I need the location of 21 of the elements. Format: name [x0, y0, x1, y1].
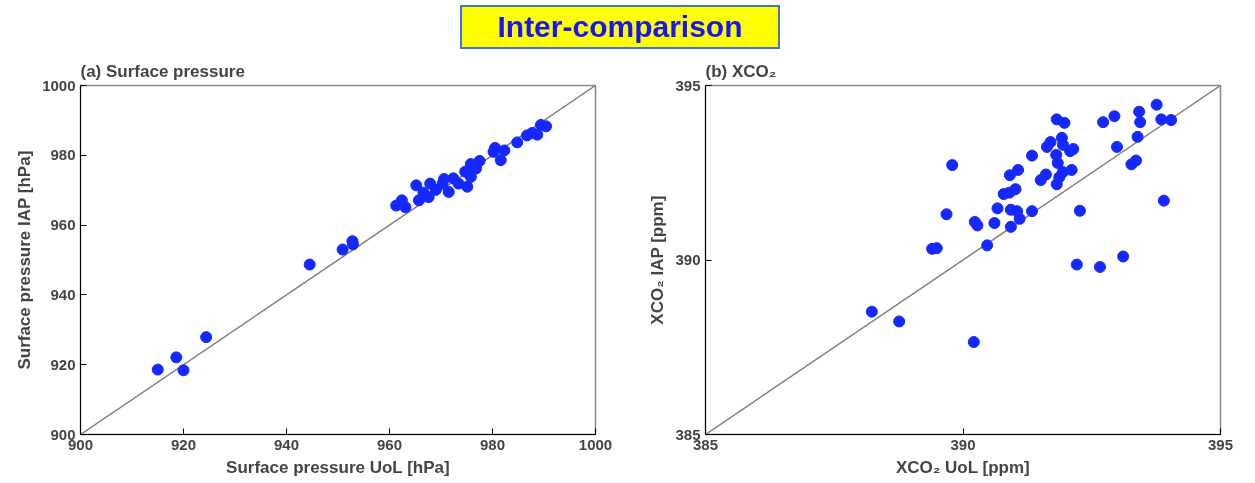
x-tick-label: 960 [376, 435, 403, 453]
y-tick-label: 395 [675, 76, 701, 94]
x-tick-label: 1000 [578, 435, 613, 453]
y-axis-title: XCO₂ IAP [ppm] [648, 195, 668, 325]
y-tick-label: 390 [675, 251, 701, 268]
y-tick-label: 940 [50, 285, 76, 303]
x-axis-title: Surface pressure UoL [hPa] [226, 457, 450, 477]
y-tick-label: 1000 [42, 76, 76, 94]
x-axis-title: XCO₂ UoL [ppm] [895, 457, 1030, 477]
y-tick-label: 960 [50, 216, 76, 234]
y-tick-label: 920 [50, 355, 76, 373]
y-axis-title: Surface pressure IAP [hPa] [15, 150, 35, 370]
x-tick-label: 390 [950, 435, 976, 453]
chart-title: (a) Surface pressure [80, 61, 245, 81]
x-tick-label: 980 [479, 435, 506, 453]
x-tick-label: 940 [273, 435, 300, 453]
x-tick-label: 920 [170, 435, 197, 453]
chart-title: (b) XCO₂ [705, 61, 777, 81]
x-tick-label: 395 [1207, 435, 1234, 453]
y-tick-label: 980 [50, 146, 76, 164]
text: Inter-comparison [497, 9, 743, 45]
